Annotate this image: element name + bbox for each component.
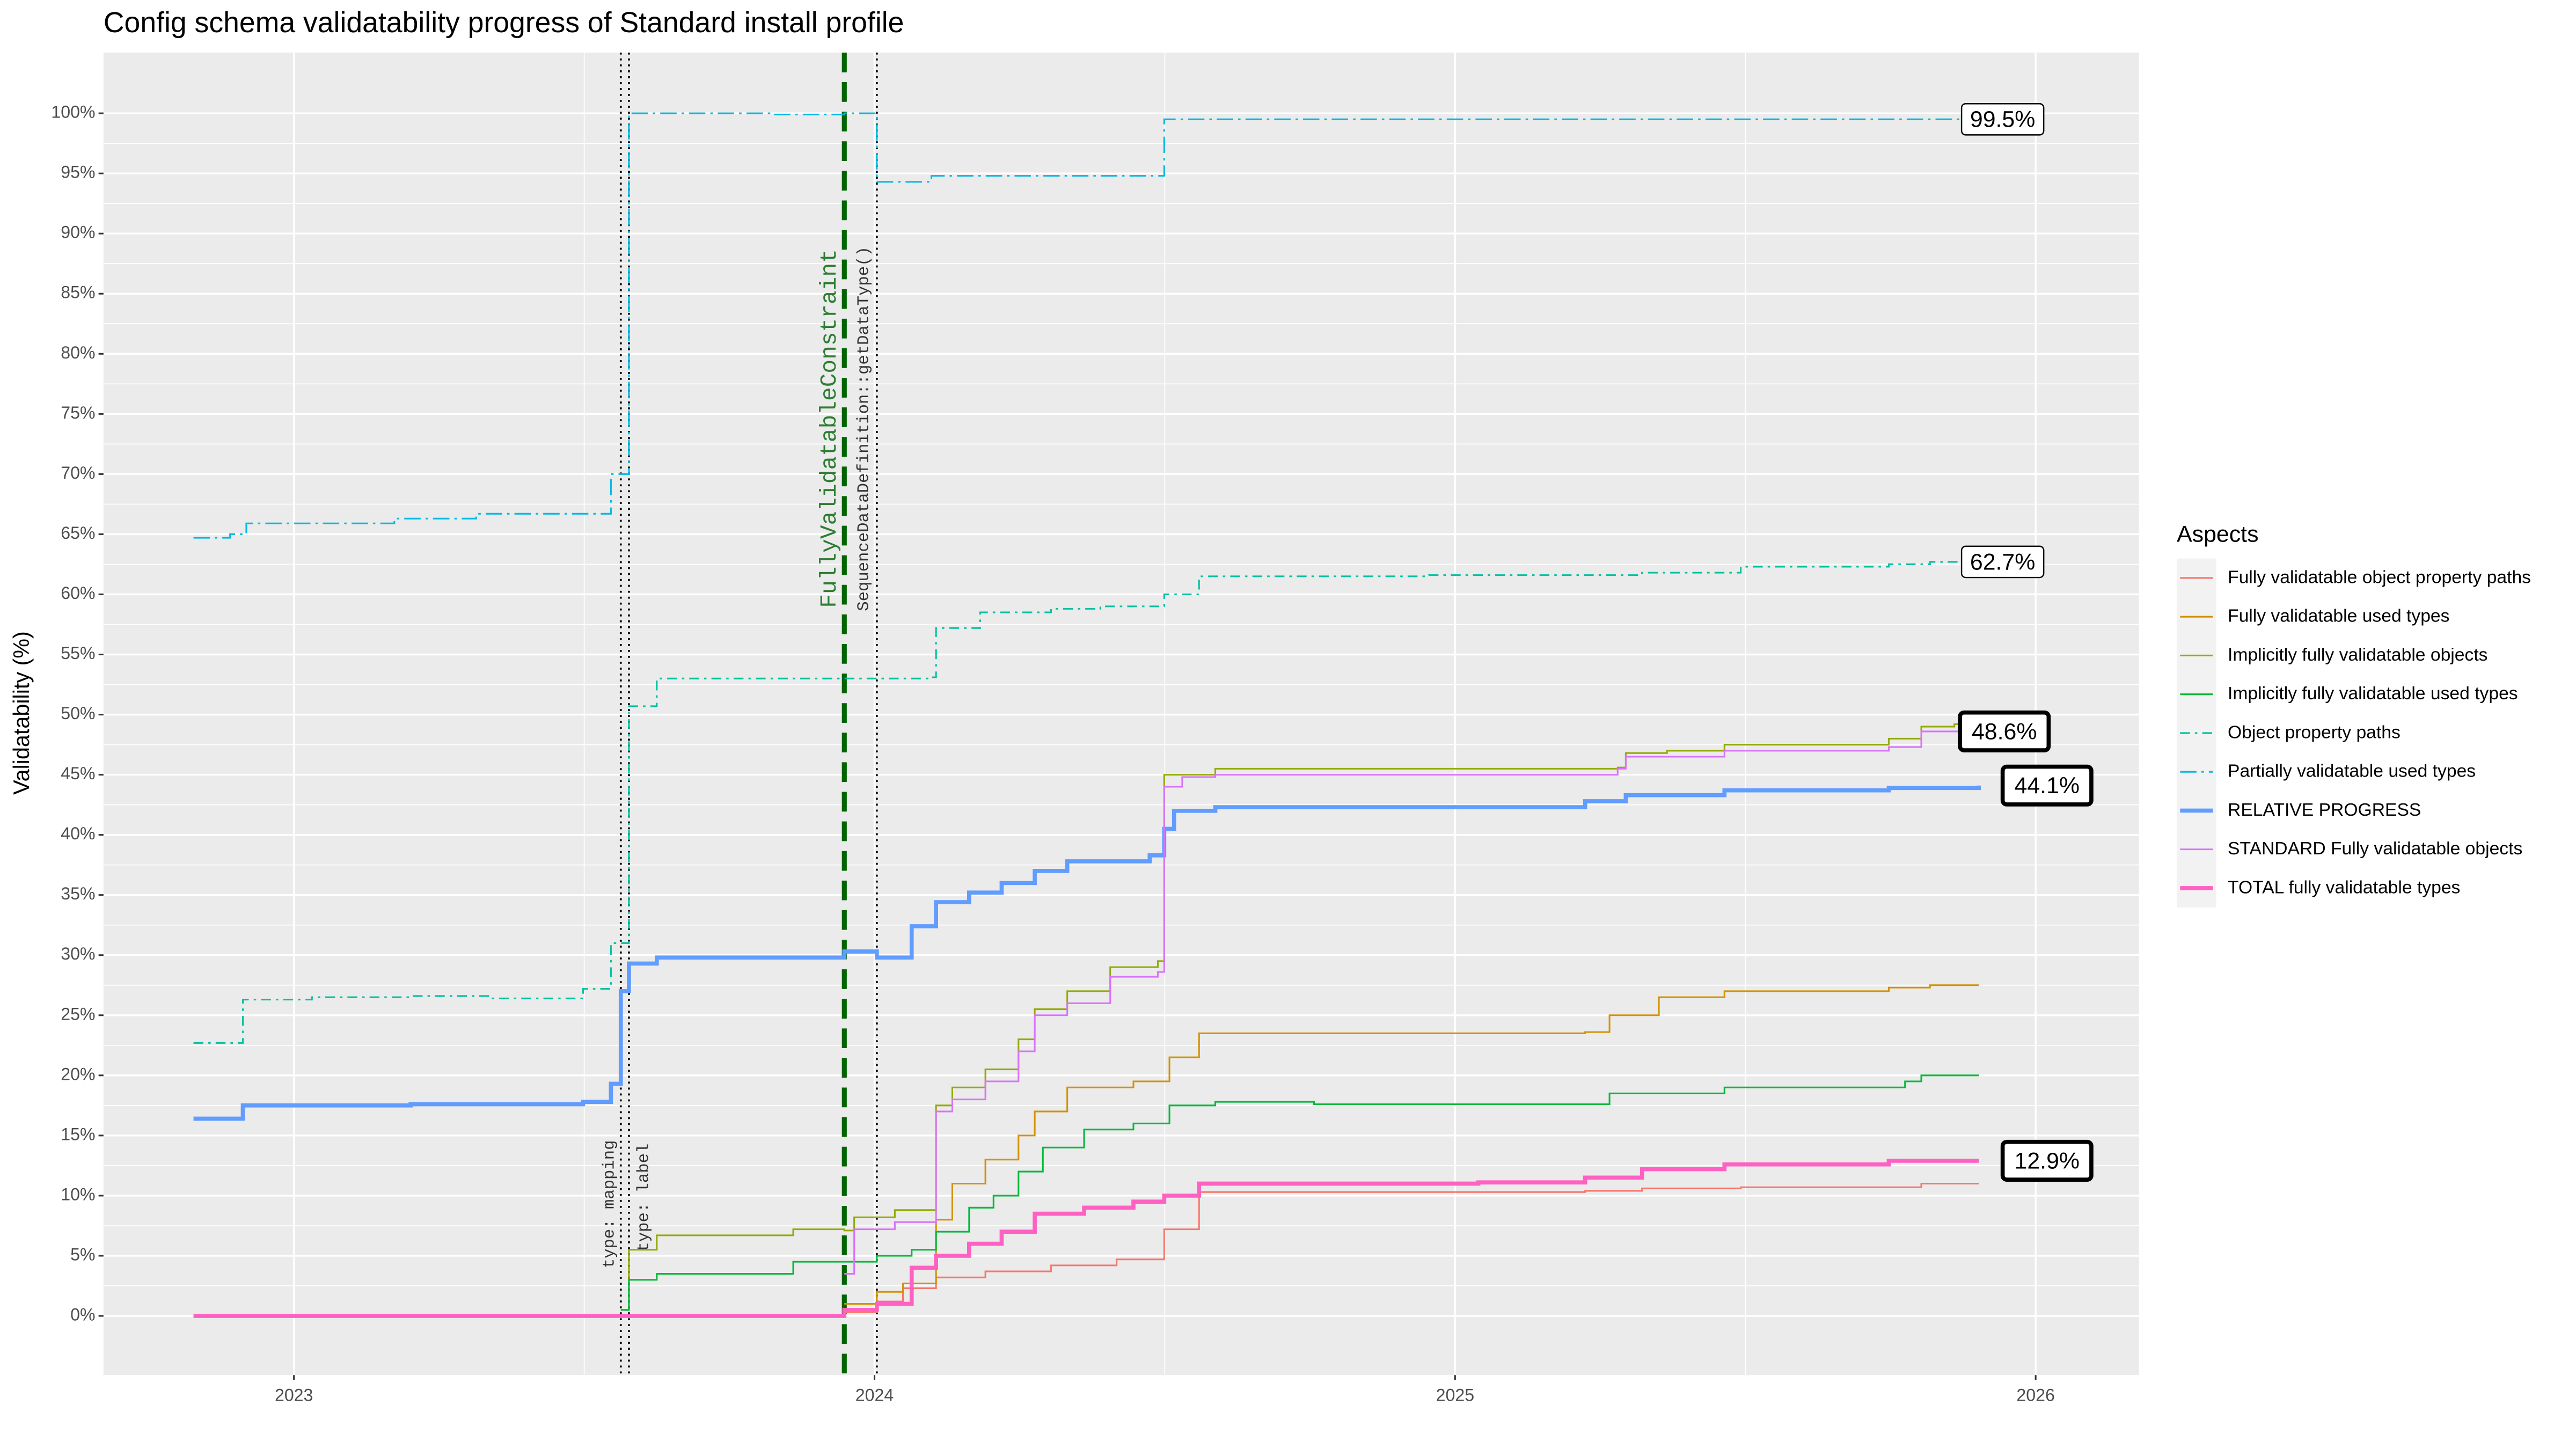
end-label-box [2000,1139,2094,1182]
series-line [620,723,1979,1311]
end-label-box [1960,545,2045,579]
reference-label: type: mapping [601,1140,619,1268]
reference-label: SequenceDataDefinition::getDataType() [855,246,873,611]
reference-label: FullyValidatableConstraint [816,249,843,608]
end-label: 99.5% [1970,107,2035,133]
series-line [193,112,1979,539]
legend-label: TOTAL fully validatable types [2228,877,2460,897]
series-line [193,785,1981,1121]
legend-title: Aspects [2177,521,2258,547]
end-label-box [2000,764,2094,807]
y-tick-label: 90% [61,223,95,242]
y-tick-label: 85% [61,283,95,302]
y-tick-label: 70% [61,463,95,482]
legend-label: STANDARD Fully validatable objects [2228,839,2522,859]
legend-label: Implicitly fully validatable objects [2228,645,2487,665]
end-label: 44.1% [2015,773,2080,799]
series-line [844,730,1979,1275]
y-tick-label: 55% [61,643,95,663]
y-tick-label: 25% [61,1004,95,1023]
legend-label: Fully validatable object property paths [2228,567,2531,587]
y-tick-label: 40% [61,824,95,843]
y-axis-title: Validatability (%) [9,631,34,795]
y-tick-label: 30% [61,944,95,963]
x-tick-label: 2025 [1436,1386,1474,1405]
legend-label: Fully validatable used types [2228,606,2449,626]
x-tick-label: 2023 [275,1386,313,1405]
x-tick-label: 2024 [855,1386,894,1405]
series-line [193,561,1979,1044]
y-tick-label: 60% [61,583,95,603]
y-tick-label: 50% [61,704,95,723]
y-tick-label: 75% [61,403,95,422]
y-tick-label: 0% [70,1305,95,1324]
y-tick-label: 15% [61,1124,95,1144]
end-label: 12.9% [2015,1148,2080,1174]
series-line [844,984,1979,1305]
legend-label: Partially validatable used types [2228,762,2476,781]
end-label-box [1960,103,2045,136]
series-line [620,1074,1979,1311]
series-line [844,1182,1979,1313]
y-tick-label: 35% [61,884,95,903]
legend-label: Implicitly fully validatable used types [2228,684,2518,704]
y-tick-label: 80% [61,343,95,362]
legend-label: Object property paths [2228,722,2401,742]
end-label: 48.6% [1972,719,2037,744]
series-line [193,1159,1979,1318]
y-tick-label: 65% [61,523,95,543]
y-tick-label: 5% [70,1245,95,1264]
end-label-box [1958,710,2051,752]
y-tick-label: 100% [51,103,95,122]
y-tick-label: 20% [61,1064,95,1084]
chart-title: Config schema validatability progress of… [104,7,904,39]
legend-label: RELATIVE PROGRESS [2228,800,2421,820]
y-tick-label: 10% [61,1184,95,1204]
y-tick-label: 45% [61,764,95,783]
reference-label: type: label [635,1144,654,1252]
end-label: 62.7% [1970,549,2035,575]
y-tick-label: 95% [61,163,95,182]
x-tick-label: 2026 [2016,1386,2054,1405]
